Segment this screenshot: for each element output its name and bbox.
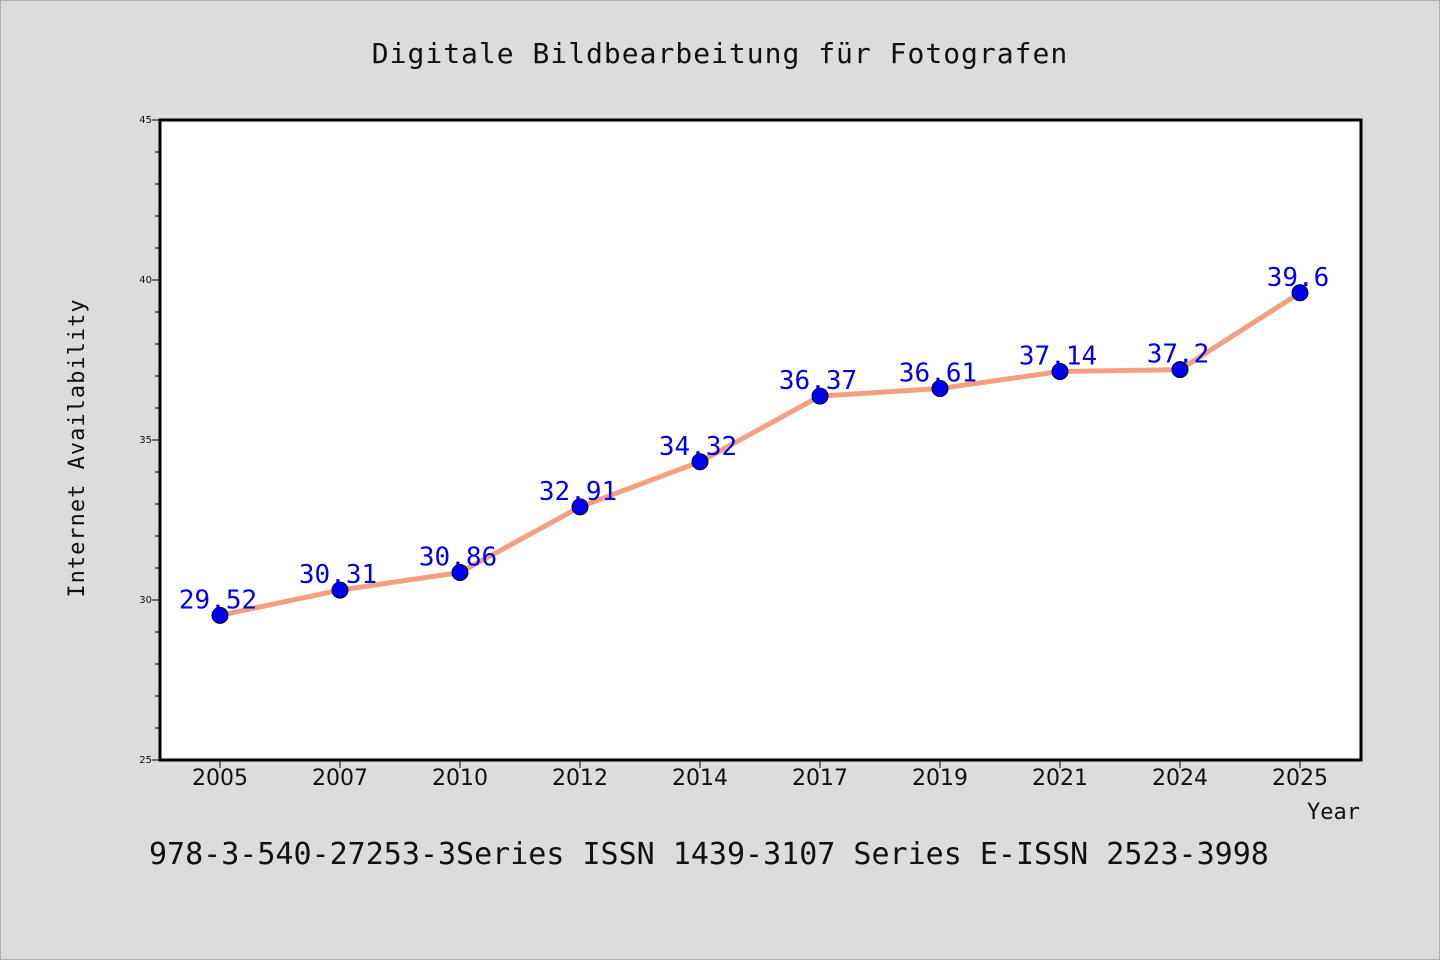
data-point	[1291, 284, 1309, 302]
y-tick-label: 35	[139, 435, 152, 446]
data-label: 30.86	[419, 542, 497, 572]
series-line	[217, 290, 1303, 618]
data-point	[691, 453, 709, 471]
y-tick-label: 45	[139, 115, 152, 126]
chart-title: Digitale Bildbearbeitung für Fotografen	[372, 37, 1068, 70]
y-tick-label: 40	[139, 275, 152, 286]
x-axis: 2005 2007 2010 2012 2014 2017 2019 2021 2024 2025	[192, 760, 1328, 791]
data-label: 36.61	[899, 358, 977, 388]
data-point	[811, 387, 829, 405]
y-tick-label: 30	[139, 595, 152, 606]
data-point	[1171, 361, 1189, 379]
data-point	[1051, 363, 1069, 381]
data-label: 32.91	[539, 477, 617, 507]
data-label: 34.32	[659, 432, 737, 462]
x-tick-label: 2025	[1272, 766, 1328, 791]
x-tick-label: 2017	[792, 766, 848, 791]
data-label: 39.6	[1267, 263, 1330, 293]
series-layer: 29.52 30.31 30.86 32.91 34.32 36.37 36.61 37.14…	[179, 263, 1329, 624]
x-tick-label: 2024	[1152, 766, 1208, 791]
x-tick-label: 2019	[912, 766, 968, 791]
data-point	[211, 606, 229, 624]
x-tick-label: 2005	[192, 766, 248, 791]
x-tick-label: 2007	[312, 766, 368, 791]
y-tick-label: 25	[139, 755, 152, 766]
data-point	[451, 563, 469, 581]
y-axis-label: Internet Availability	[65, 298, 90, 597]
data-point	[331, 581, 349, 599]
plot-area	[158, 118, 1363, 762]
y-axis: 25 30 35 40 45	[139, 115, 160, 766]
data-point	[931, 379, 949, 397]
data-label: 37.14	[1019, 342, 1097, 372]
x-tick-label: 2014	[672, 766, 728, 791]
data-label: 29.52	[179, 585, 257, 615]
data-point	[571, 498, 589, 516]
x-tick-label: 2021	[1032, 766, 1088, 791]
data-label: 30.31	[299, 560, 377, 590]
x-tick-label: 2010	[432, 766, 488, 791]
footer-text: 978-3-540-27253-3Series ISSN 1439-3107 S…	[149, 837, 1269, 872]
data-label: 36.37	[779, 366, 857, 396]
data-label: 37.2	[1147, 340, 1210, 370]
x-tick-label: 2012	[552, 766, 608, 791]
x-axis-label: Year	[1307, 800, 1360, 825]
